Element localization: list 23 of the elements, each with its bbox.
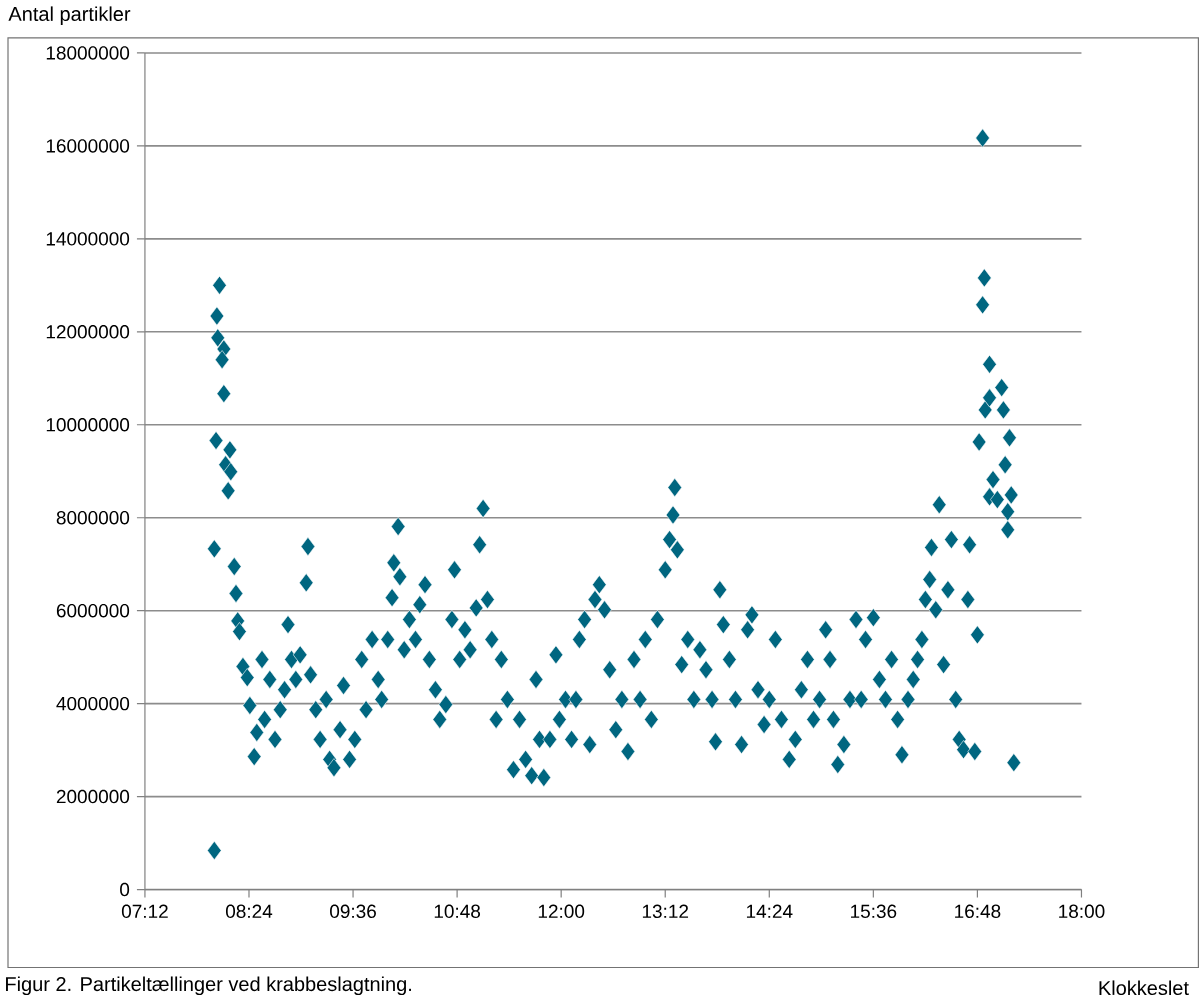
y-tick-label: 18000000: [46, 46, 130, 60]
y-tick-label: 12000000: [46, 324, 130, 339]
x-tick-label: 13:12: [642, 904, 689, 918]
y-tick-label: 4000000: [56, 696, 130, 711]
x-tick-label: 08:24: [225, 904, 273, 918]
x-tick-label: 15:36: [851, 904, 897, 918]
x-tick-label: 16:48: [955, 904, 1001, 918]
x-tick-label: 18:00: [1059, 904, 1105, 918]
x-tick-label: 14:24: [746, 904, 793, 918]
y-tick-label: 8000000: [56, 510, 130, 525]
x-tick-label: 09:36: [330, 904, 376, 918]
y-axis-title: Antal partikler: [8, 6, 131, 25]
y-tick-label: 2000000: [56, 789, 130, 804]
y-tick-label: 16000000: [46, 138, 130, 153]
x-tick-label: 12:00: [538, 904, 585, 918]
y-tick-label: 0: [120, 882, 130, 897]
y-tick-label: 6000000: [56, 603, 130, 618]
text: Figur 2. Partikeltællinger ved krabbeslagtning.: [6, 976, 412, 995]
y-tick-label: 10000000: [46, 417, 130, 432]
x-tick-label: 10:48: [434, 904, 481, 918]
x-axis-title: Klokkeslet: [1099, 980, 1189, 995]
x-tick-label: 07:12: [121, 904, 168, 918]
y-tick-label: 14000000: [46, 231, 130, 246]
